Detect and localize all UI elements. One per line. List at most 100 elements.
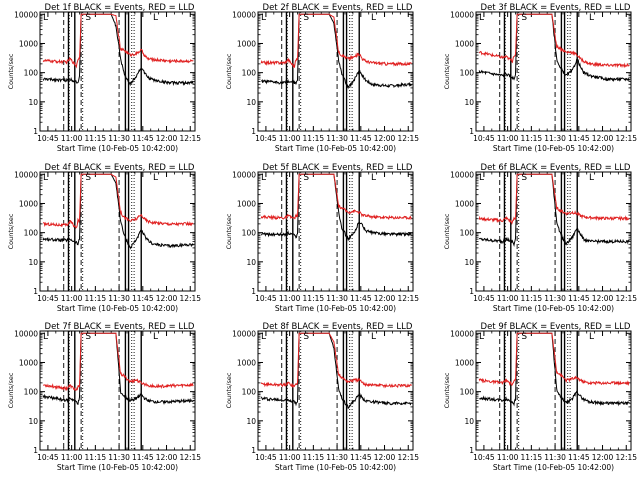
y-tick-label: 10	[246, 98, 256, 107]
x-tick-label: 11:45	[568, 134, 590, 143]
x-tick-label: 11:30	[326, 294, 348, 303]
x-tick-label: 11:30	[108, 453, 130, 462]
x-axis-label: Start Time (10-Feb-05 10:42:00)	[275, 463, 396, 472]
event-marker-label: S	[85, 332, 91, 342]
x-tick-label: 10:45	[473, 453, 495, 462]
events-series-line	[261, 13, 412, 90]
y-tick-label: 10000	[14, 170, 38, 179]
event-marker-label: L	[153, 173, 158, 183]
y-axis-label: Counts/sec	[225, 213, 233, 249]
lld-series-line	[43, 332, 194, 392]
x-tick-label: 12:00	[374, 134, 396, 143]
y-tick-label: 100	[460, 69, 475, 78]
y-tick-label: 100	[242, 69, 257, 78]
event-marker-label: L	[479, 173, 484, 183]
plot-frame	[475, 330, 632, 451]
y-axis-label: Counts/sec	[7, 213, 15, 249]
panel-title: Det 2f BLACK = Events, RED = LLD	[263, 3, 413, 13]
panel-title: Det 9f BLACK = Events, RED = LLD	[481, 322, 631, 332]
lld-series-line	[42, 173, 194, 229]
y-tick-label: 1000	[19, 199, 38, 208]
plot-frame	[475, 171, 632, 292]
y-tick-label: 100	[24, 69, 39, 78]
lld-series-line	[478, 332, 630, 387]
x-tick-label: 11:00	[497, 453, 519, 462]
lld-series-line	[478, 13, 630, 69]
y-tick-label: 1	[251, 287, 256, 296]
panel-title: Det 1f BLACK = Events, RED = LLD	[45, 3, 195, 13]
event-marker-label: L	[261, 173, 266, 183]
x-tick-label: 11:30	[544, 134, 566, 143]
x-tick-label: 11:30	[326, 134, 348, 143]
event-marker-label: L	[43, 332, 48, 342]
event-marker-label: L	[479, 332, 484, 342]
x-tick-label: 12:00	[156, 134, 178, 143]
event-marker-label: L	[589, 13, 594, 23]
panel-det3f: Det 3f BLACK = Events, RED = LLD Counts/s…	[443, 3, 637, 153]
y-axis-label: Counts/sec	[443, 372, 451, 408]
x-axis-label: Start Time (10-Feb-05 10:42:00)	[493, 144, 614, 153]
y-tick-label: 1	[469, 127, 474, 136]
x-tick-label: 11:30	[544, 294, 566, 303]
panel-title: Det 6f BLACK = Events, RED = LLD	[481, 163, 631, 173]
y-tick-label: 10	[464, 258, 474, 267]
y-tick-label: 10000	[232, 329, 256, 338]
y-tick-label: 10000	[450, 170, 474, 179]
events-series-line	[260, 332, 412, 410]
x-tick-label: 10:45	[37, 134, 59, 143]
y-axis-label: Counts/sec	[443, 213, 451, 249]
y-tick-label: 1	[469, 287, 474, 296]
y-tick-label: 10000	[450, 10, 474, 19]
x-tick-label: 10:45	[37, 294, 59, 303]
y-tick-label: 100	[24, 388, 39, 397]
panel-title: Det 8f BLACK = Events, RED = LLD	[263, 322, 413, 332]
event-marker-label: S	[521, 332, 527, 342]
x-axis-label: Start Time (10-Feb-05 10:42:00)	[57, 463, 178, 472]
x-tick-label: 11:30	[326, 453, 348, 462]
event-marker-label: S	[303, 173, 309, 183]
event-marker-label: S	[303, 13, 309, 23]
panel-title: Det 7f BLACK = Events, RED = LLD	[45, 322, 195, 332]
event-marker-label: L	[371, 332, 376, 342]
x-tick-label: 11:00	[497, 294, 519, 303]
y-tick-label: 1	[251, 446, 256, 455]
plot-frame	[257, 11, 414, 132]
x-tick-label: 12:00	[374, 294, 396, 303]
x-tick-label: 10:45	[255, 453, 277, 462]
event-marker-label: L	[589, 173, 594, 183]
x-tick-label: 11:00	[279, 134, 301, 143]
y-tick-label: 100	[24, 229, 39, 238]
x-tick-label: 12:00	[156, 294, 178, 303]
y-tick-label: 1000	[237, 39, 256, 48]
event-marker-label: L	[371, 13, 376, 23]
y-tick-label: 100	[242, 229, 257, 238]
x-tick-label: 12:00	[156, 453, 178, 462]
y-tick-label: 100	[242, 388, 257, 397]
panel-title: Det 5f BLACK = Events, RED = LLD	[263, 163, 413, 173]
x-tick-label: 10:45	[255, 294, 277, 303]
x-tick-label: 11:15	[303, 294, 325, 303]
plot-frame	[475, 11, 632, 132]
plot-frame	[39, 11, 196, 132]
x-tick-label: 11:30	[544, 453, 566, 462]
y-tick-label: 10	[28, 98, 38, 107]
x-tick-label: 11:15	[85, 294, 107, 303]
y-tick-label: 1	[33, 287, 38, 296]
event-marker-label: L	[43, 173, 48, 183]
x-tick-label: 11:15	[303, 134, 325, 143]
y-tick-label: 10	[464, 98, 474, 107]
x-tick-label: 11:00	[61, 294, 83, 303]
x-tick-label: 12:15	[397, 134, 419, 143]
panel-det6f: Det 6f BLACK = Events, RED = LLD Counts/s…	[443, 163, 637, 313]
y-tick-label: 10000	[14, 10, 38, 19]
events-series-line	[42, 173, 194, 250]
plot-frame	[39, 330, 196, 451]
y-tick-label: 1	[469, 446, 474, 455]
event-marker-label: L	[43, 13, 48, 23]
event-marker-label: S	[303, 332, 309, 342]
y-tick-label: 1000	[455, 39, 474, 48]
panel-det2f: Det 2f BLACK = Events, RED = LLD Counts/s…	[225, 3, 419, 153]
x-tick-label: 11:15	[521, 134, 543, 143]
y-tick-label: 10	[246, 258, 256, 267]
